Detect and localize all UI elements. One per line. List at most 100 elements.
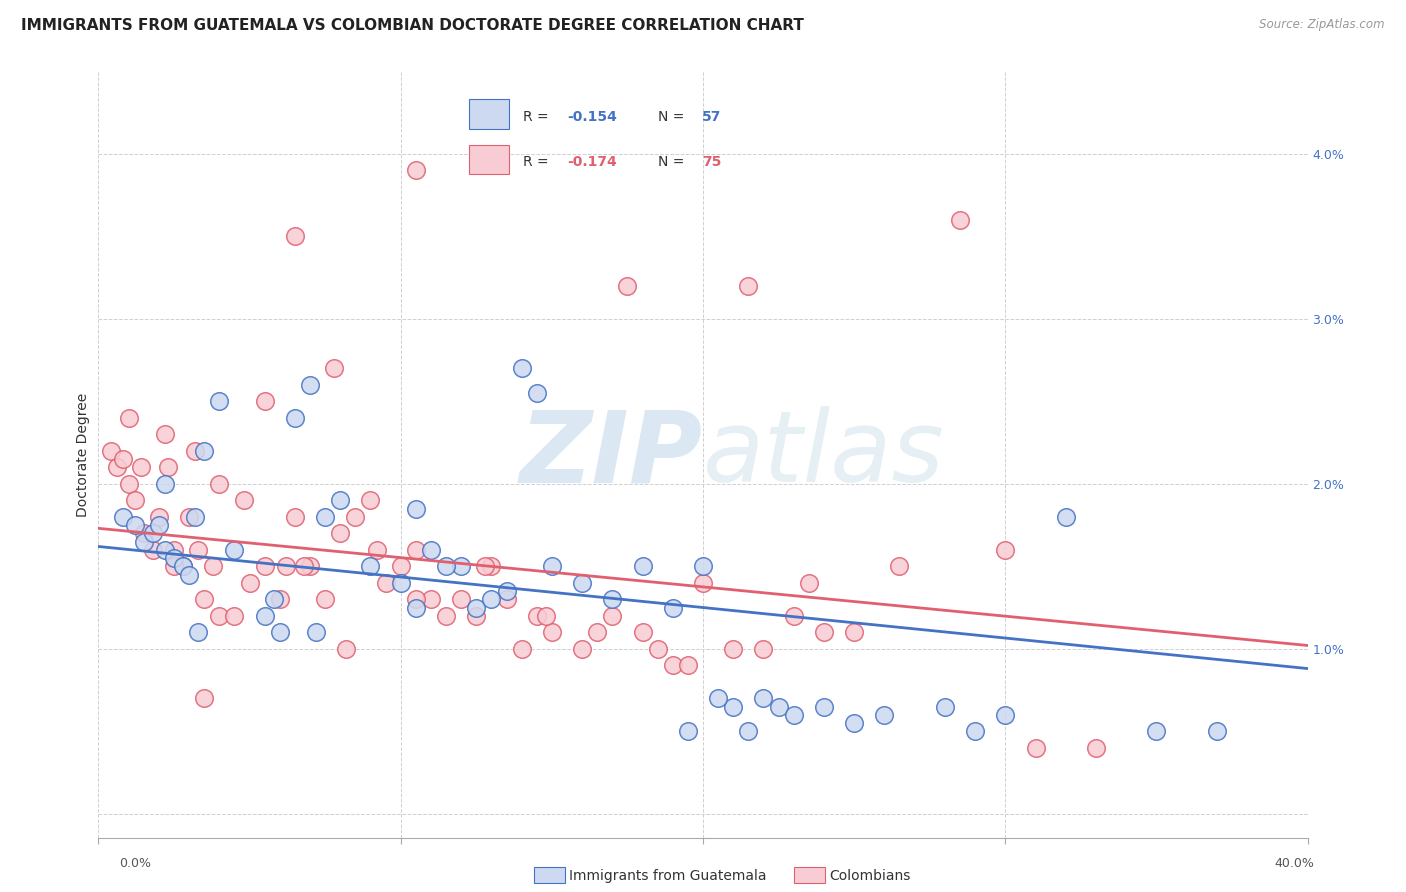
Point [142, 526, 165, 541]
Point [329, 493, 352, 508]
Point [495, 592, 517, 607]
Point [1024, 740, 1046, 755]
Point [661, 600, 683, 615]
Text: Immigrants from Guatemala: Immigrants from Guatemala [569, 869, 766, 883]
Point [153, 476, 176, 491]
Point [323, 361, 346, 376]
Point [224, 608, 246, 623]
Y-axis label: Doctorate Degree: Doctorate Degree [76, 392, 90, 517]
Point [163, 559, 186, 574]
Point [284, 229, 307, 244]
Point [105, 460, 128, 475]
Point [124, 518, 146, 533]
Point [465, 600, 488, 615]
Point [994, 707, 1017, 722]
Point [797, 575, 820, 590]
Point [193, 592, 215, 607]
Point [994, 542, 1017, 557]
Point [208, 476, 231, 491]
Point [172, 559, 194, 574]
Point [844, 625, 866, 640]
Point [752, 641, 775, 656]
Point [344, 509, 367, 524]
Point [179, 567, 201, 582]
Point [284, 410, 307, 425]
Point [737, 278, 759, 293]
Point [269, 625, 291, 640]
Point [187, 625, 209, 640]
Point [253, 394, 276, 409]
Point [389, 575, 412, 590]
Text: Source: ZipAtlas.com: Source: ZipAtlas.com [1260, 18, 1385, 31]
Point [510, 361, 533, 376]
Point [148, 518, 170, 533]
Point [465, 608, 488, 623]
Point [405, 600, 427, 615]
Point [495, 584, 517, 599]
Point [132, 534, 155, 549]
Point [1146, 724, 1168, 739]
Point [360, 559, 382, 574]
Point [163, 542, 186, 557]
Point [124, 493, 146, 508]
Point [616, 278, 638, 293]
Point [474, 559, 496, 574]
Point [873, 707, 896, 722]
Point [163, 551, 186, 566]
Point [118, 410, 141, 425]
Point [934, 699, 956, 714]
Point [434, 559, 457, 574]
Point [184, 509, 207, 524]
Text: IMMIGRANTS FROM GUATEMALA VS COLOMBIAN DOCTORATE DEGREE CORRELATION CHART: IMMIGRANTS FROM GUATEMALA VS COLOMBIAN D… [21, 18, 804, 33]
Point [420, 542, 443, 557]
Point [420, 592, 443, 607]
Point [284, 509, 307, 524]
Point [1054, 509, 1077, 524]
Point [602, 592, 624, 607]
Point [305, 625, 328, 640]
Point [510, 641, 533, 656]
Point [526, 386, 548, 401]
Point [813, 625, 835, 640]
Point [450, 592, 472, 607]
Point [314, 509, 336, 524]
Point [193, 443, 215, 458]
Point [405, 163, 427, 178]
Point [540, 559, 562, 574]
Text: 0.0%: 0.0% [120, 856, 152, 870]
Point [1206, 724, 1229, 739]
Point [676, 658, 699, 673]
Point [153, 427, 176, 442]
Point [329, 526, 352, 541]
Point [768, 699, 790, 714]
Text: Colombians: Colombians [830, 869, 911, 883]
Point [783, 707, 806, 722]
Point [481, 592, 503, 607]
Point [1085, 740, 1108, 755]
Point [335, 641, 357, 656]
Point [366, 542, 388, 557]
Point [534, 608, 557, 623]
Point [111, 452, 134, 467]
Point [707, 691, 730, 706]
Point [111, 509, 134, 524]
Point [142, 542, 165, 557]
Point [631, 559, 654, 574]
Point [253, 559, 276, 574]
Point [723, 641, 745, 656]
Point [783, 608, 806, 623]
Point [153, 542, 176, 557]
Point [208, 608, 231, 623]
Point [263, 592, 285, 607]
Point [723, 699, 745, 714]
Point [692, 575, 714, 590]
Point [889, 559, 911, 574]
Point [405, 542, 427, 557]
Point [389, 559, 412, 574]
Point [676, 724, 699, 739]
Point [299, 377, 322, 392]
Point [586, 625, 609, 640]
Point [949, 212, 972, 227]
Point [571, 641, 593, 656]
Point [292, 559, 315, 574]
